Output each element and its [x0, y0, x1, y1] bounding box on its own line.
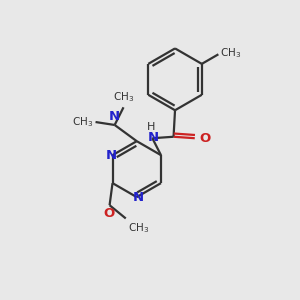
- Text: N: N: [106, 149, 117, 162]
- Text: N: N: [133, 191, 144, 204]
- Text: CH$_3$: CH$_3$: [220, 46, 242, 60]
- Text: CH$_3$: CH$_3$: [128, 221, 149, 235]
- Text: O: O: [103, 207, 115, 220]
- Text: CH$_3$: CH$_3$: [113, 90, 134, 104]
- Text: O: O: [199, 132, 210, 145]
- Text: N: N: [109, 110, 120, 124]
- Text: N: N: [147, 131, 158, 144]
- Text: H: H: [147, 122, 155, 132]
- Text: CH$_3$: CH$_3$: [72, 115, 93, 129]
